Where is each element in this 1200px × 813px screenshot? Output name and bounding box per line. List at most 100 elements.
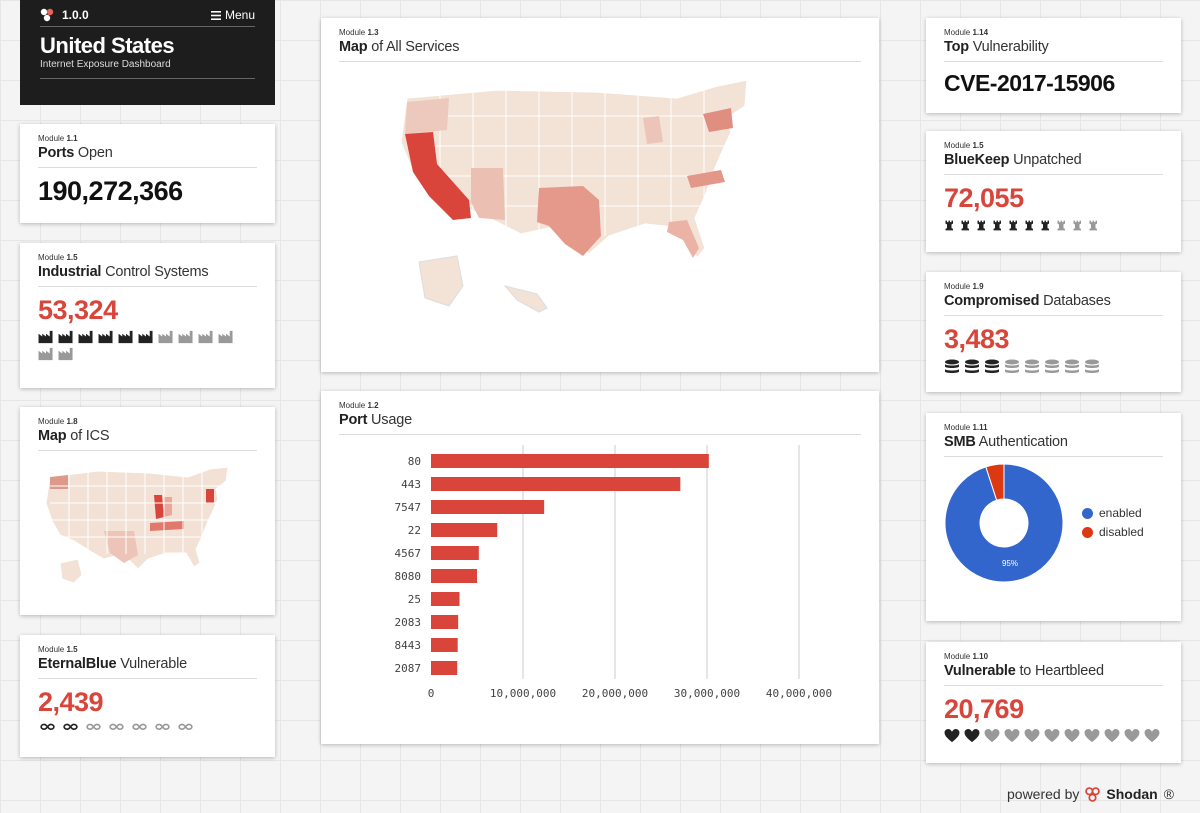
- bar-port-22[interactable]: [431, 523, 498, 537]
- factory-icon: [118, 330, 133, 344]
- michigan-state: [643, 116, 663, 144]
- eternalblue-value: 2,439: [38, 687, 104, 717]
- powered-by-label: powered by: [1007, 786, 1080, 802]
- chess-rook-icon: [1009, 220, 1017, 231]
- module-label: Module 1.1: [38, 134, 78, 143]
- factory-icon: [218, 330, 233, 344]
- factory-icon: [58, 330, 73, 344]
- bar-port-25[interactable]: [431, 592, 460, 606]
- bluekeep-icon-row: [944, 218, 1163, 233]
- module-label: Module 1.3: [339, 28, 379, 37]
- bar-port-443[interactable]: [431, 477, 681, 491]
- bar-port-8080[interactable]: [431, 569, 477, 583]
- alaska-shape: [59, 558, 83, 584]
- heart-icon: [944, 729, 960, 743]
- factory-icon: [58, 347, 73, 361]
- y-tick-label: 7547: [395, 501, 422, 514]
- database-icon: [1085, 359, 1099, 373]
- smb-card: Module 1.11 SMB Authentication 95% enabl…: [926, 413, 1181, 621]
- module-label: Module 1.2: [339, 401, 379, 410]
- database-icon: [1065, 359, 1079, 373]
- smb-donut-chart[interactable]: 95%: [944, 463, 1074, 587]
- y-tick-label: 25: [408, 593, 421, 606]
- legend-item-disabled[interactable]: disabled: [1082, 525, 1144, 539]
- infinity-icon: [63, 723, 78, 731]
- map-ics-card: Module 1.8 Map of ICS: [20, 407, 275, 615]
- bar-port-4567[interactable]: [431, 546, 479, 560]
- y-tick-label: 22: [408, 524, 421, 537]
- menu-button[interactable]: Menu: [210, 8, 255, 22]
- donut-slice-enabled[interactable]: [944, 463, 1064, 583]
- y-tick-label: 8080: [395, 570, 422, 583]
- bar-port-2083[interactable]: [431, 615, 459, 629]
- hamburger-icon: [210, 10, 221, 20]
- legend-dot-enabled: [1082, 507, 1093, 519]
- heart-icon: [1084, 729, 1100, 743]
- infinity-icon: [40, 723, 55, 731]
- database-icon: [985, 359, 999, 373]
- bar-port-2087[interactable]: [431, 661, 458, 675]
- chess-rook-icon: [1041, 220, 1049, 231]
- ics-us-map[interactable]: [38, 459, 238, 589]
- y-tick-label: 443: [401, 478, 421, 491]
- card-title: Map of All Services: [339, 37, 861, 62]
- top-vuln-card: Module 1.14 Top Vulnerability CVE-2017-1…: [926, 18, 1181, 113]
- bar-port-80[interactable]: [431, 454, 709, 468]
- card-title: BlueKeep Unpatched: [944, 150, 1163, 175]
- database-icon: [1025, 359, 1039, 373]
- chess-rook-icon: [1025, 220, 1033, 231]
- factory-icon: [78, 330, 93, 344]
- map-state-grid: [50, 469, 221, 554]
- port-usage-card: Module 1.2 Port Usage 0 10,000,000 20,000,…: [321, 391, 879, 744]
- top-vuln-value[interactable]: CVE-2017-15906: [944, 70, 1115, 96]
- y-tick-label: 8443: [395, 639, 422, 652]
- country-title: United States: [40, 33, 175, 58]
- version-label: 1.0.0: [62, 8, 89, 22]
- bar-port-8443[interactable]: [431, 638, 458, 652]
- factory-icon: [178, 330, 193, 344]
- legend-label-disabled: disabled: [1099, 525, 1144, 539]
- heart-icon: [1124, 729, 1140, 743]
- version-block: 1.0.0: [40, 8, 89, 22]
- y-tick-label: 2087: [395, 662, 422, 675]
- y-tick-label: 4567: [395, 547, 422, 560]
- x-tick-label: 0: [428, 687, 435, 700]
- infinity-icon: [109, 723, 124, 731]
- registered-mark: ®: [1163, 786, 1175, 802]
- infinity-icon: [155, 723, 170, 731]
- module-label: Module 1.9: [944, 282, 984, 291]
- alaska-shape: [418, 255, 464, 307]
- module-label: Module 1.5: [38, 253, 78, 262]
- shodan-logo-icon: [1085, 786, 1101, 802]
- legend-item-enabled[interactable]: enabled: [1082, 506, 1144, 520]
- services-us-map[interactable]: [387, 72, 817, 332]
- compromised-card: Module 1.9 Compromised Databases 3,483: [926, 272, 1181, 392]
- y-tick-label: 2083: [395, 616, 422, 629]
- card-title: Port Usage: [339, 410, 861, 435]
- arizona-state: [471, 168, 505, 220]
- module-label: Module 1.10: [944, 652, 989, 661]
- card-title: EternalBlue Vulnerable: [38, 654, 257, 679]
- factory-icon: [38, 330, 53, 344]
- module-label: Module 1.14: [944, 28, 989, 37]
- card-title: Ports Open: [38, 143, 257, 168]
- bar-port-7547[interactable]: [431, 500, 545, 514]
- database-icon: [1005, 359, 1019, 373]
- texas-state: [104, 531, 138, 563]
- powered-by-footer[interactable]: powered by Shodan ®: [1007, 786, 1174, 802]
- card-title: Vulnerable to Heartbleed: [944, 661, 1163, 686]
- chess-rook-icon: [993, 220, 1001, 231]
- oregon-state: [405, 98, 449, 134]
- map-state-grid: [407, 86, 737, 236]
- tennessee-state: [150, 521, 184, 531]
- northeast-state: [206, 489, 214, 503]
- indiana-state: [164, 497, 172, 517]
- factory-icon: [38, 347, 53, 361]
- chess-rook-icon: [1073, 220, 1081, 231]
- heart-icon: [984, 729, 1000, 743]
- smb-legend: enabled disabled: [1082, 506, 1144, 544]
- chess-rook-icon: [977, 220, 985, 231]
- header-top-row: 1.0.0 Menu: [40, 8, 255, 27]
- card-title: Map of ICS: [38, 426, 257, 451]
- x-tick-label: 30,000,000: [674, 687, 740, 700]
